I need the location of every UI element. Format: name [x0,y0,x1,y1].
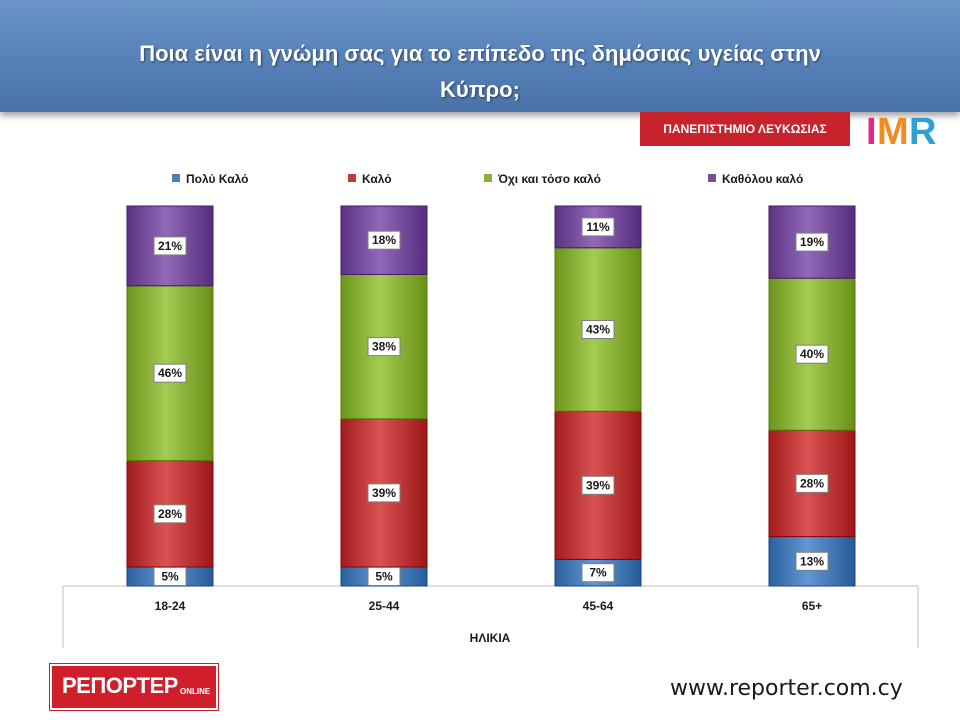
data-label-box [795,232,829,252]
data-label-box [795,473,829,493]
data-label: 28% [795,473,829,493]
data-label-text: 28% [158,507,182,521]
imr-logo-m: M [877,111,909,148]
data-label-text: 46% [158,366,182,380]
data-label-text: 5% [161,570,179,584]
reporter-logo-suffix: ONLINE [180,687,211,696]
data-label: 43% [581,320,615,339]
data-label-box [153,567,187,586]
imr-logo-i: I [866,111,877,148]
data-label: 39% [581,475,615,495]
legend-swatch [484,174,492,182]
imr-logo: I M R [866,111,936,148]
imr-logo-r: R [909,111,936,148]
website-url: www.reporter.com.cy [670,676,903,701]
page-title-line-2: Κύπρο; [440,77,520,102]
reporter-logo: ΡΕΠΟΡΤΕΡ ONLINE [50,664,218,710]
chart-legend: Πολύ Καλό Καλό Όχι και τόσο καλό Καθόλου κα… [172,172,803,186]
legend-label: Πολύ Καλό [186,172,248,186]
data-label: 18% [367,230,401,250]
page-title: Ποια είναι η γνώμη σας για το επίπεδο τη… [60,36,900,108]
data-label: 19% [795,232,829,252]
data-label: 13% [795,551,829,571]
university-badge: ΠΑΝΕΠΙΣΤΗΜΙΟ ΛΕΥΚΩΣΙΑΣ [640,112,850,146]
legend-label: Καλό [362,172,392,186]
data-label: 5% [367,567,401,586]
data-label-box [367,230,401,250]
x-tick-label: 45-64 [583,599,614,613]
title-bar: Ποια είναι η γνώμη σας για το επίπεδο τη… [0,0,960,112]
legend-item: Καθόλου καλό [708,172,803,186]
data-label-box [367,567,401,586]
data-label-box [581,217,615,237]
chart-bars [126,205,856,587]
x-tick-label: 25-44 [369,599,400,613]
data-label-text: 38% [372,340,396,354]
data-label-text: 11% [586,220,610,234]
legend-item: Καλό [348,172,392,186]
data-label: 38% [367,337,401,357]
data-label-box [153,363,187,383]
data-label-text: 18% [372,233,396,247]
data-label-text: 21% [158,239,182,253]
data-label-text: 43% [586,323,610,337]
data-label-box [795,344,829,364]
bar-segment [340,273,428,420]
data-label-text: 5% [375,570,393,584]
data-label: 28% [153,504,187,524]
data-label-box [581,563,615,583]
legend-item: Πολύ Καλό [172,172,248,186]
data-labels: 5% 28% 46% 21% 5% 39% 38% 18% 7% 39% 43% 11% 13% 28% 4… [153,217,829,586]
data-label-text: 13% [800,554,824,568]
x-tick-label: 65+ [802,599,822,613]
reporter-logo-text: ΡΕΠΟΡΤΕΡ [62,673,178,698]
data-label: 21% [153,236,187,256]
data-label-box [367,483,401,503]
data-label-text: 28% [800,476,824,490]
page-title-line-1: Ποια είναι η γνώμη σας για το επίπεδο τη… [139,41,821,66]
legend-swatch [708,174,716,182]
x-axis-title: ΗΛΙΚΙΑ [470,631,511,645]
legend-label: Καθόλου καλό [722,172,803,186]
data-label-box [581,320,615,339]
x-tick-label: 18-24 [155,599,186,613]
data-label-text: 40% [800,347,824,361]
x-axis-area: 18-24 25-44 45-64 65+ ΗΛΙΚΙΑ [62,585,919,648]
data-label: 40% [795,344,829,364]
data-label: 11% [581,217,615,237]
data-label-box [795,551,829,571]
stacked-bar-chart: Πολύ Καλό Καλό Όχι και τόσο καλό Καθόλου κα… [62,172,919,648]
data-label: 39% [367,483,401,503]
data-label-box [581,475,615,495]
data-label-box [153,236,187,256]
legend-swatch [172,174,180,182]
data-label-box [153,504,187,524]
data-label: 5% [153,567,187,586]
legend-swatch [348,174,356,182]
data-label: 46% [153,363,187,383]
legend-item: Όχι και τόσο καλό [484,172,601,186]
data-label-text: 39% [372,486,396,500]
data-label-text: 39% [586,478,610,492]
data-label: 7% [581,563,615,583]
data-label-text: 19% [800,235,824,249]
data-label-text: 7% [589,566,607,580]
legend-label: Όχι και τόσο καλό [497,172,601,186]
data-label-box [367,337,401,357]
